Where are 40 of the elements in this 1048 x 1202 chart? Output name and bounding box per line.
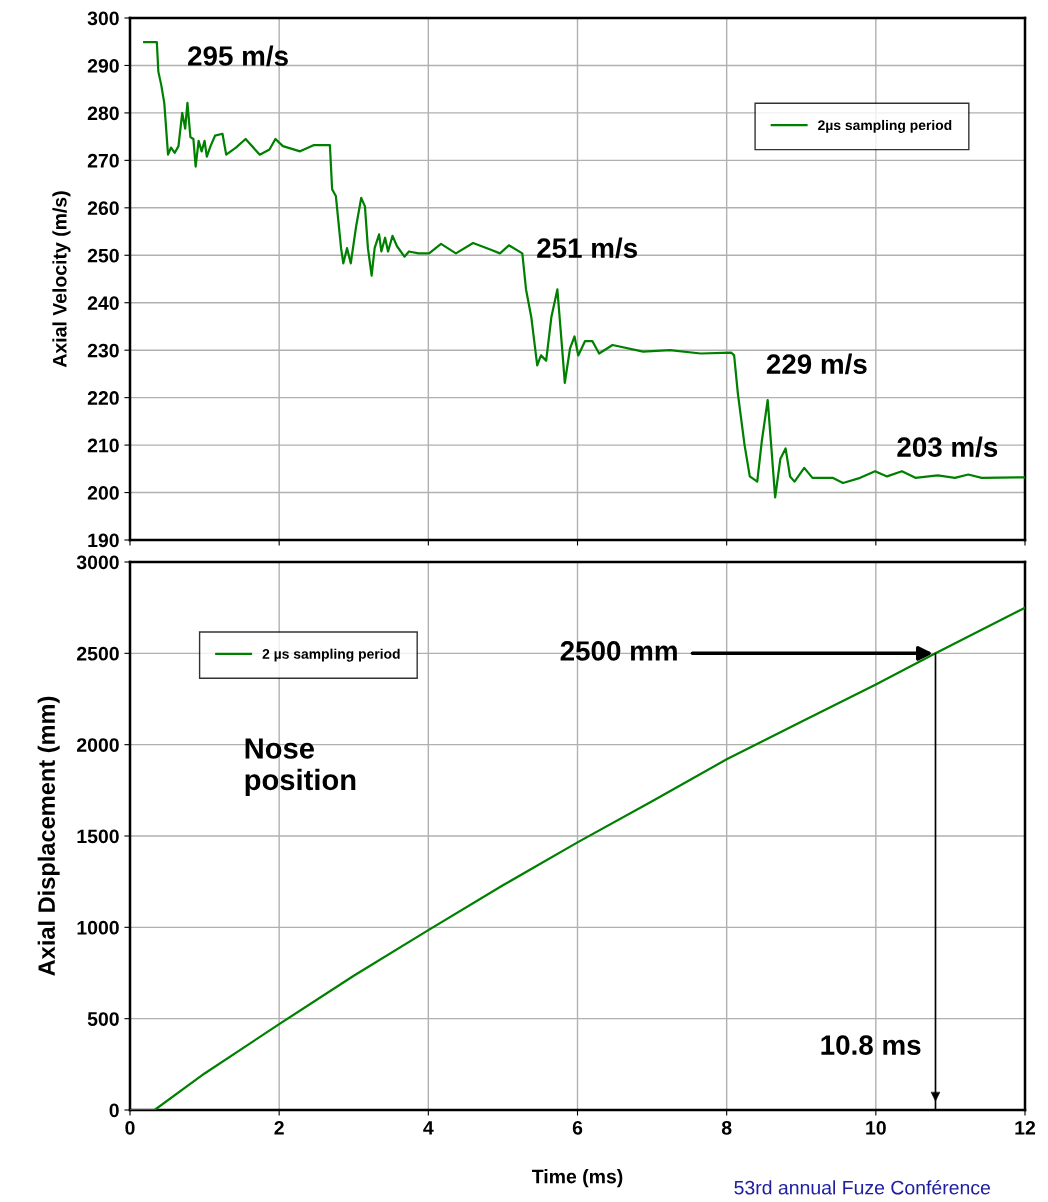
annotation: 229 m/s (766, 353, 867, 375)
y-tick-label: 210 (87, 438, 119, 453)
annotation: 251 m/s (537, 237, 637, 259)
y-tick-label: 290 (87, 58, 119, 73)
y-tick-label: 260 (87, 201, 119, 216)
y-tick-label: 230 (87, 343, 119, 358)
x-tick-label: 12 (1015, 1120, 1036, 1135)
x-tick-label: 0 (125, 1120, 135, 1135)
ref-line-label: 10.8 ms (821, 1035, 921, 1055)
annotation: 203 m/s (897, 436, 998, 458)
x-tick-label: 10 (866, 1120, 886, 1135)
legend-label: 2 µs sampling period (262, 648, 400, 662)
x-tick-label: 8 (721, 1120, 732, 1135)
y-tick-label: 280 (87, 106, 119, 121)
text: 53rd annual Fuze Conférence (734, 1180, 990, 1195)
y-tick-label: 3000 (76, 555, 119, 570)
y-tick-label: 0 (109, 1103, 119, 1118)
y-tick-label: 2500 (77, 646, 119, 661)
y-axis-title: Axial Velocity (m/s) (52, 191, 71, 368)
y-tick-label: 250 (87, 248, 119, 263)
y-tick-label: 270 (87, 153, 119, 168)
annotation: 2500 mm (560, 641, 677, 661)
x-tick-label: 2 (274, 1120, 284, 1135)
x-tick-label: 6 (572, 1120, 583, 1135)
y-tick-label: 2000 (77, 738, 119, 752)
annotation: 295 m/s (188, 45, 288, 67)
y-tick-label: 190 (88, 533, 119, 548)
y-axis-title: Axial Displacement (mm) (37, 696, 60, 976)
y-tick-label: 220 (87, 391, 119, 405)
x-axis-title: Time (ms) (531, 1169, 623, 1188)
legend-label: 2µs sampling period (818, 119, 952, 133)
y-tick-label: 300 (87, 11, 119, 26)
y-tick-label: 1500 (77, 829, 119, 844)
x-tick-label: 4 (423, 1121, 434, 1135)
y-tick-label: 1000 (77, 920, 119, 935)
annotation: Nose position (245, 738, 356, 796)
y-tick-label: 240 (87, 296, 119, 310)
y-tick-label: 500 (87, 1012, 119, 1026)
y-tick-label: 200 (87, 486, 119, 500)
line-series (143, 41, 1025, 499)
